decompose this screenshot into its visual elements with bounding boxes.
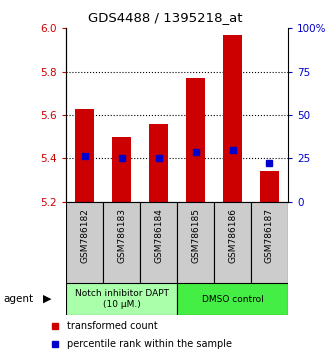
FancyBboxPatch shape <box>66 202 103 283</box>
Text: GSM786182: GSM786182 <box>80 208 89 263</box>
Text: GSM786186: GSM786186 <box>228 208 237 263</box>
FancyBboxPatch shape <box>140 202 177 283</box>
Text: agent: agent <box>3 294 33 304</box>
Bar <box>186 78 205 202</box>
Text: GSM786185: GSM786185 <box>191 208 200 263</box>
FancyBboxPatch shape <box>251 202 288 283</box>
FancyBboxPatch shape <box>66 283 177 315</box>
Bar <box>113 137 131 202</box>
Bar <box>223 35 242 202</box>
FancyBboxPatch shape <box>177 283 288 315</box>
Text: Notch inhibitor DAPT
(10 μM.): Notch inhibitor DAPT (10 μM.) <box>75 290 168 309</box>
Text: GSM786184: GSM786184 <box>154 208 163 263</box>
FancyBboxPatch shape <box>214 202 251 283</box>
Text: percentile rank within the sample: percentile rank within the sample <box>68 339 232 349</box>
FancyBboxPatch shape <box>177 202 214 283</box>
Text: ▶: ▶ <box>43 294 52 304</box>
FancyBboxPatch shape <box>103 202 140 283</box>
Bar <box>149 124 168 202</box>
Text: GDS4488 / 1395218_at: GDS4488 / 1395218_at <box>88 11 243 24</box>
Text: DMSO control: DMSO control <box>202 295 263 304</box>
Text: GSM786183: GSM786183 <box>117 208 126 263</box>
Bar <box>260 171 279 202</box>
Bar <box>75 109 94 202</box>
Text: GSM786187: GSM786187 <box>265 208 274 263</box>
Text: transformed count: transformed count <box>68 321 158 331</box>
